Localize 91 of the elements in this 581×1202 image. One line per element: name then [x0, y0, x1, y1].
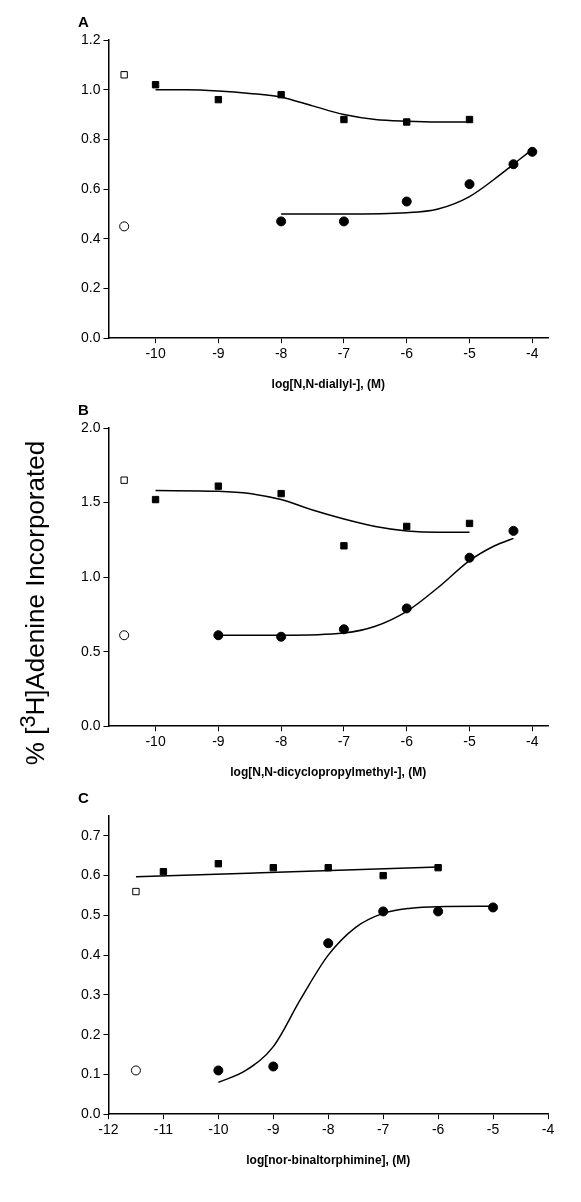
chart-title: C	[78, 789, 89, 807]
point	[119, 630, 130, 641]
point	[378, 906, 389, 917]
point	[379, 871, 387, 880]
point	[268, 1061, 279, 1072]
point	[276, 631, 287, 642]
point	[464, 179, 475, 190]
point	[159, 867, 168, 876]
y-tick-label: 1.2	[80, 30, 101, 47]
y-tick-label: 2.0	[80, 418, 101, 435]
point	[151, 81, 160, 89]
x-tick-label: -10	[145, 733, 166, 750]
point	[433, 906, 444, 917]
x-tick-label: -11	[153, 1121, 174, 1138]
x-tick-label: -5	[486, 1121, 500, 1138]
point	[213, 630, 224, 641]
point	[527, 146, 538, 157]
x-axis-title: log[nor-binaltorphimine], (M)	[246, 1153, 411, 1167]
x-tick-label: -9	[212, 345, 225, 362]
x-tick-label: -6	[400, 733, 414, 750]
chart-title: A	[78, 13, 89, 31]
y-tick-label: 0.4	[80, 946, 101, 963]
x-tick-label: -7	[337, 733, 351, 750]
x-tick-label: -7	[337, 345, 351, 362]
point	[465, 115, 474, 124]
point	[465, 519, 474, 528]
point	[213, 1065, 224, 1076]
point	[464, 552, 475, 563]
x-tick-label: -9	[212, 733, 225, 750]
point	[120, 71, 128, 79]
y-tick-label: 0.2	[80, 1025, 101, 1042]
point	[119, 221, 130, 232]
point	[488, 902, 499, 913]
x-tick-label: -6	[431, 1121, 445, 1138]
y-tick-label: 1.0	[80, 567, 101, 584]
y-tick-label: 0.4	[80, 229, 101, 246]
point	[338, 624, 349, 635]
y-tick-label: 0.1	[80, 1065, 101, 1082]
point	[403, 522, 411, 531]
x-tick-label: -5	[463, 733, 476, 750]
y-tick-label: 0.7	[80, 826, 101, 843]
point	[130, 1065, 141, 1076]
x-tick-label: -8	[274, 733, 288, 750]
point	[338, 216, 349, 227]
point	[401, 196, 412, 207]
point	[324, 864, 332, 872]
point	[403, 118, 411, 126]
point	[434, 864, 442, 872]
point	[323, 938, 334, 949]
point	[214, 482, 223, 490]
point	[132, 887, 140, 896]
y-tick-label: 0.0	[80, 717, 101, 734]
x-tick-label: -4	[526, 345, 539, 362]
x-tick-label: -8	[274, 345, 288, 362]
x-axis-title: log[N,N-diallyl-], (M)	[271, 377, 385, 391]
point	[508, 159, 519, 170]
point	[120, 476, 128, 484]
point	[214, 860, 223, 868]
y-tick-label: 0.0	[80, 1105, 101, 1122]
point	[269, 864, 277, 872]
y-tick-label: 0.6	[80, 866, 101, 883]
point	[151, 495, 160, 504]
x-tick-label: -10	[208, 1121, 229, 1138]
x-tick-label: -4	[541, 1121, 555, 1138]
x-tick-label: -5	[463, 345, 476, 362]
point	[277, 90, 285, 99]
y-tick-label: 1.5	[80, 493, 101, 510]
chart-title: B	[78, 401, 89, 419]
point	[214, 95, 223, 104]
y-tick-label: 0.5	[80, 642, 101, 659]
point	[508, 525, 519, 536]
y-tick-label: 0.3	[80, 985, 101, 1002]
x-tick-label: -12	[98, 1121, 119, 1138]
point	[276, 216, 287, 227]
y-tick-label: 0.5	[80, 906, 101, 923]
y-tick-label: 0.2	[80, 279, 101, 296]
x-tick-label: -7	[376, 1121, 390, 1138]
x-tick-label: -9	[267, 1121, 280, 1138]
point	[340, 115, 348, 124]
y-tick-label: 0.8	[80, 130, 101, 147]
point	[277, 489, 285, 498]
y-tick-label: 1.0	[80, 80, 101, 97]
x-tick-label: -8	[322, 1121, 335, 1138]
x-tick-label: -10	[145, 345, 166, 362]
point	[401, 603, 412, 614]
x-tick-label: -6	[400, 345, 414, 362]
point	[340, 542, 348, 550]
y-tick-label: 0.6	[80, 179, 101, 196]
x-axis-title: log[N,N-dicyclopropylmethyl-], (M)	[230, 765, 427, 779]
x-tick-label: -4	[526, 733, 539, 750]
y-tick-label: 0.0	[80, 329, 101, 346]
